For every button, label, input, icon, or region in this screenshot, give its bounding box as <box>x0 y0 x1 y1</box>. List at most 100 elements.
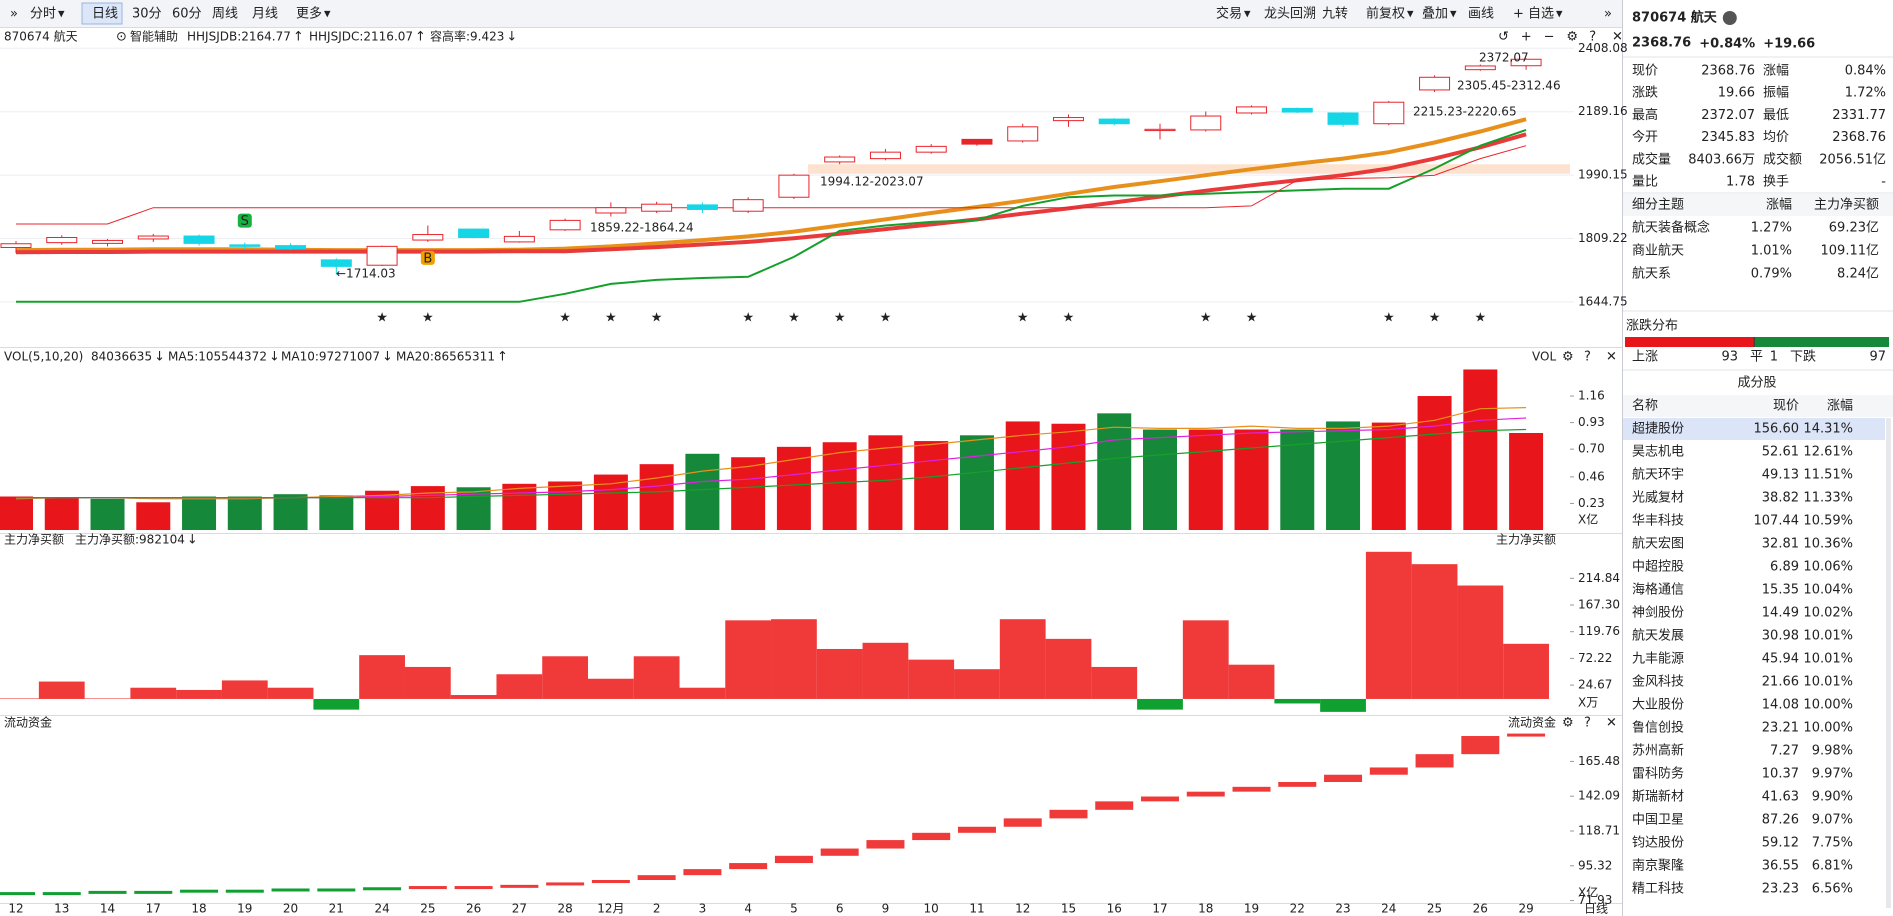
theme-cell[interactable]: 商业航天 <box>1632 243 1684 259</box>
y-tick-label: 72.22 <box>1578 651 1612 665</box>
x-tick-label: 15 <box>1061 902 1076 916</box>
pane-right-label: 主力净买额 <box>1496 533 1556 547</box>
net-buy-bar <box>1503 643 1549 699</box>
theme-cell: 1.01% <box>1751 244 1792 259</box>
y-tick-label: 0.93 <box>1578 415 1605 429</box>
quote-value: 1.72% <box>1845 86 1886 101</box>
volume-bar <box>1417 396 1452 530</box>
pane-icon[interactable]: ✕ <box>1606 350 1617 365</box>
volume-bar <box>1326 421 1361 530</box>
pane-icon[interactable]: ? <box>1584 716 1591 731</box>
toolbar-button[interactable]: 九转 <box>1322 7 1348 22</box>
toolbar-button[interactable]: 更多 <box>296 6 322 22</box>
component-cell[interactable]: 超捷股份 <box>1632 422 1684 437</box>
candle-body <box>0 243 32 248</box>
theme-cell[interactable]: 航天系 <box>1632 266 1671 282</box>
component-cell: 9.97% <box>1812 767 1853 782</box>
legend-entry: MA5:105544372 <box>168 350 267 364</box>
trend-arrow: ↑ <box>293 30 304 45</box>
flow-bar <box>1003 818 1042 827</box>
net-buy-bar <box>221 680 268 699</box>
x-tick-label: 19 <box>237 902 252 916</box>
y-tick-label: 95.32 <box>1578 858 1612 872</box>
net-buy-bar <box>1274 698 1321 704</box>
pane-icon[interactable]: − <box>1544 30 1555 45</box>
component-cell[interactable]: 航天发展 <box>1632 628 1684 644</box>
component-cell[interactable]: 钧达股份 <box>1632 836 1684 851</box>
pane-icon[interactable]: ⚙ <box>1566 30 1578 45</box>
collapse-icon[interactable]: » <box>10 7 18 22</box>
quote-value: 2331.77 <box>1832 108 1886 123</box>
component-cell[interactable]: 神剑股份 <box>1632 605 1684 621</box>
pane-icon[interactable]: ⚙ <box>1562 716 1574 731</box>
component-cell[interactable]: 鲁信创投 <box>1632 720 1684 736</box>
component-cell[interactable]: 斯瑞新材 <box>1632 789 1684 805</box>
pane-title: VOL(5,10,20) <box>4 350 83 364</box>
volume-bar <box>959 435 994 530</box>
toolbar-button[interactable]: 叠加 <box>1422 7 1448 22</box>
component-cell[interactable]: 航天宏图 <box>1632 536 1684 552</box>
components-header[interactable]: 现价 <box>1773 399 1799 414</box>
pane-icon[interactable]: ? <box>1584 350 1591 365</box>
pane-icon[interactable]: ✕ <box>1606 716 1617 731</box>
toolbar-button[interactable]: 60分 <box>172 7 202 22</box>
net-buy-bar <box>633 656 680 699</box>
volume-bar <box>273 494 308 530</box>
theme-header: 细分主题 <box>1632 198 1684 213</box>
theme-cell[interactable]: 航天装备概念 <box>1632 220 1710 236</box>
pane-icon[interactable]: ↺ <box>1498 30 1509 45</box>
component-cell: 6.56% <box>1812 882 1853 897</box>
x-tick-label: 24 <box>1381 902 1396 916</box>
toolbar-button[interactable]: 自选 <box>1528 7 1554 22</box>
component-cell[interactable]: 昊志机电 <box>1632 445 1684 460</box>
net-buy-bar <box>542 656 589 699</box>
component-cell[interactable]: 中国卫星 <box>1632 813 1684 828</box>
flow-bar <box>317 888 356 892</box>
x-tick-label: 25 <box>1427 902 1442 916</box>
pane-icon[interactable]: ⚙ <box>1562 350 1574 365</box>
pane-icon[interactable]: ✕ <box>1612 30 1623 45</box>
toolbar-button[interactable]: 龙头回溯 <box>1264 6 1316 22</box>
component-cell[interactable]: 光威复材 <box>1632 491 1684 506</box>
component-cell: 14.49 <box>1762 606 1799 621</box>
expand-icon[interactable]: » <box>1604 7 1612 22</box>
components-header[interactable]: 涨幅 <box>1827 399 1853 414</box>
component-cell[interactable]: 海格通信 <box>1632 582 1684 598</box>
toolbar-button[interactable]: 画线 <box>1468 7 1494 22</box>
toolbar-button[interactable]: 30分 <box>132 7 162 22</box>
quote-value: 2368.76 <box>1832 130 1886 145</box>
toolbar-button[interactable]: 分时 <box>30 7 56 22</box>
component-cell: 10.04% <box>1803 583 1853 598</box>
distribution-count: 97 <box>1869 350 1886 365</box>
component-cell[interactable]: 雷科防务 <box>1632 766 1684 782</box>
component-cell: 45.94 <box>1762 652 1799 667</box>
component-cell[interactable]: 金风科技 <box>1632 674 1684 690</box>
x-tick-label: 2 <box>653 902 661 916</box>
distribution-label: 上涨 <box>1632 350 1658 365</box>
candle-body <box>137 235 169 240</box>
component-cell[interactable]: 苏州高新 <box>1632 743 1684 759</box>
toolbar-button[interactable]: 日线 <box>92 7 118 22</box>
net-buy-bar <box>908 659 955 699</box>
y-tick-label: 1990.15 <box>1578 168 1628 182</box>
component-cell[interactable]: 九丰能源 <box>1632 652 1684 667</box>
x-tick-label: 28 <box>557 902 572 916</box>
pane-icon[interactable]: ? <box>1589 30 1596 45</box>
component-cell[interactable]: 大业股份 <box>1632 698 1684 713</box>
toolbar-button[interactable]: 月线 <box>252 7 278 22</box>
toolbar-button[interactable]: 前复权 <box>1366 6 1405 22</box>
assist-label[interactable]: 智能辅助 <box>130 29 178 44</box>
pane-icon[interactable]: + <box>1521 30 1532 45</box>
flow-bar <box>1461 736 1500 755</box>
toolbar-button[interactable]: 交易 <box>1216 6 1242 22</box>
component-cell[interactable]: 华丰科技 <box>1632 514 1684 529</box>
component-cell[interactable]: 精工科技 <box>1632 882 1684 897</box>
component-cell[interactable]: 南京聚隆 <box>1632 858 1684 874</box>
component-cell: 21.66 <box>1762 675 1799 690</box>
toolbar-button[interactable]: 周线 <box>212 7 238 22</box>
volume-bar <box>639 464 674 530</box>
theme-cell: 69.23亿 <box>1829 221 1879 236</box>
quote-label: 今开 <box>1632 129 1658 145</box>
component-cell[interactable]: 中超控股 <box>1632 560 1684 575</box>
component-cell[interactable]: 航天环宇 <box>1632 467 1684 483</box>
